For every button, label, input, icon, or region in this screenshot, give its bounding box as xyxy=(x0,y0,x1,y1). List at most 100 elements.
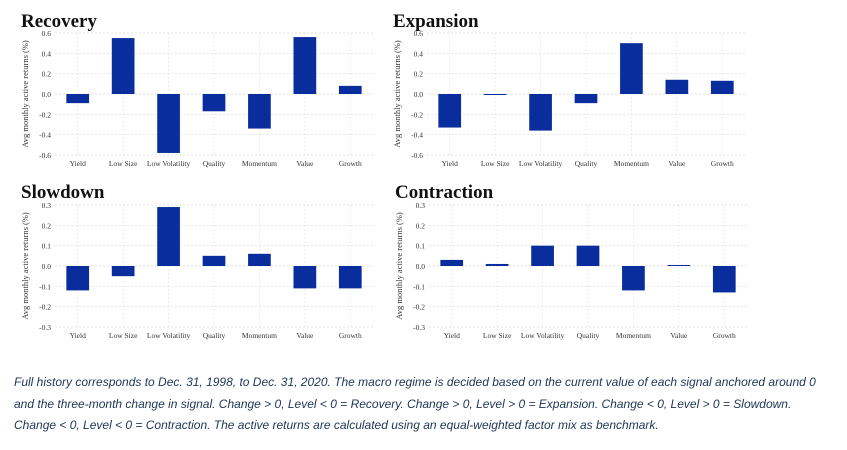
x-tick-label: Low Volatility xyxy=(147,159,191,168)
y-tick-label: 0.0 xyxy=(414,90,424,99)
recovery-title: Recovery xyxy=(21,11,97,32)
contraction-chart: Avg monthly active returns (%) -0.3 -0.2 -0… xyxy=(394,201,747,340)
x-tick-label: Momentum xyxy=(616,331,651,340)
bar-momentum xyxy=(248,94,271,129)
bar-low-volatility xyxy=(157,207,180,266)
y-tick-label: -0.2 xyxy=(39,110,51,119)
x-tick-label: Quality xyxy=(577,331,600,340)
x-tick-label: Low Volatility xyxy=(521,331,565,340)
bar-value xyxy=(665,79,689,94)
y-tick-label: 0.4 xyxy=(414,49,424,58)
y-tick-label: 0.2 xyxy=(42,221,52,230)
y-tick-label: -0.6 xyxy=(411,151,423,160)
x-tick-label: Low Size xyxy=(109,159,138,168)
bar-value xyxy=(667,264,691,266)
x-tick-label: Momentum xyxy=(242,331,277,340)
y-tick-label: 0.6 xyxy=(42,29,52,38)
bar-low-volatility xyxy=(157,94,180,153)
x-tick-label: Value xyxy=(668,159,686,168)
bar-yield xyxy=(438,94,462,128)
x-tick-label: Momentum xyxy=(614,159,649,168)
bar-yield xyxy=(440,259,464,266)
y-tick-label: -0.2 xyxy=(39,303,51,312)
expansion-title: Expansion xyxy=(393,11,479,32)
recovery-panel: Avg monthly active returns (%) -0.6 -0.4 -0… xyxy=(0,0,420,175)
x-tick-label: Low Size xyxy=(483,331,512,340)
y-tick-label: -0.1 xyxy=(39,282,51,291)
y-tick-label: 0.0 xyxy=(416,262,426,271)
x-tick-label: Quality xyxy=(203,159,226,168)
bar-momentum xyxy=(622,266,645,291)
x-tick-label: Growth xyxy=(339,331,362,340)
bar-value xyxy=(293,266,317,289)
y-tick-label: -0.1 xyxy=(413,282,425,291)
y-axis-label: Avg monthly active returns (%) xyxy=(20,212,30,320)
bar-low-size xyxy=(111,266,135,277)
bar-yield xyxy=(66,266,90,291)
y-tick-label: 0.0 xyxy=(42,90,52,99)
expansion-chart: Avg monthly active returns (%) -0.6 -0.4 -0… xyxy=(392,29,745,168)
x-tick-label: Value xyxy=(670,331,688,340)
x-tick-label: Low Volatility xyxy=(147,331,191,340)
y-tick-label: -0.2 xyxy=(413,303,425,312)
y-tick-label: 0.4 xyxy=(42,49,52,58)
bar-quality xyxy=(202,94,226,112)
x-tick-label: Yield xyxy=(70,331,86,340)
y-tick-label: 0.0 xyxy=(42,262,52,271)
contraction-panel: Avg monthly active returns (%) -0.3 -0.2 -0… xyxy=(374,172,794,347)
slowdown-chart: Avg monthly active returns (%) -0.3 -0.2 -0… xyxy=(20,201,373,340)
bar-growth xyxy=(712,266,736,293)
x-tick-label: Quality xyxy=(203,331,226,340)
x-tick-label: Yield xyxy=(442,159,458,168)
y-tick-label: -0.4 xyxy=(411,131,423,140)
y-tick-label: 0.1 xyxy=(42,242,52,251)
y-tick-label: -0.3 xyxy=(413,323,425,332)
x-tick-label: Momentum xyxy=(242,159,277,168)
x-tick-label: Low Size xyxy=(481,159,510,168)
bar-low-size xyxy=(111,38,135,94)
bar-growth xyxy=(338,85,362,94)
x-tick-label: Quality xyxy=(575,159,598,168)
y-axis-label: Avg monthly active returns (%) xyxy=(394,212,404,320)
bar-quality xyxy=(202,255,226,266)
bar-low-size xyxy=(483,94,507,96)
x-tick-label: Growth xyxy=(339,159,362,168)
contraction-title: Contraction xyxy=(395,182,494,203)
y-tick-label: -0.4 xyxy=(39,131,51,140)
y-tick-label: 0.6 xyxy=(414,29,424,38)
y-tick-label: -0.6 xyxy=(39,151,51,160)
expansion-panel: Avg monthly active returns (%) -0.6 -0.4 -0… xyxy=(372,0,792,175)
x-tick-label: Growth xyxy=(711,159,734,168)
figure-caption: Full history corresponds to Dec. 31, 199… xyxy=(14,375,816,432)
y-tick-label: 0.1 xyxy=(416,242,426,251)
bar-value xyxy=(293,37,317,94)
slowdown-panel: Avg monthly active returns (%) -0.3 -0.2 -0… xyxy=(0,172,420,347)
bar-quality xyxy=(574,94,598,104)
x-tick-label: Value xyxy=(296,159,314,168)
x-tick-label: Yield xyxy=(444,331,460,340)
bar-momentum xyxy=(248,253,271,266)
bar-quality xyxy=(576,245,600,266)
bar-momentum xyxy=(620,43,643,94)
y-axis-label: Avg monthly active returns (%) xyxy=(20,40,30,148)
bar-growth xyxy=(338,266,362,289)
x-tick-label: Yield xyxy=(70,159,86,168)
bar-yield xyxy=(66,94,90,104)
y-axis-label: Avg monthly active returns (%) xyxy=(392,40,402,148)
bar-low-size xyxy=(485,263,509,266)
y-tick-label: 0.2 xyxy=(42,70,52,79)
x-tick-label: Low Volatility xyxy=(519,159,563,168)
x-tick-label: Growth xyxy=(713,331,736,340)
y-tick-label: -0.3 xyxy=(39,323,51,332)
y-tick-label: 0.3 xyxy=(416,201,426,210)
bar-low-volatility xyxy=(529,94,552,131)
y-tick-label: 0.3 xyxy=(42,201,52,210)
recovery-chart: Avg monthly active returns (%) -0.6 -0.4 -0… xyxy=(20,29,373,168)
x-tick-label: Value xyxy=(296,331,314,340)
bar-growth xyxy=(710,80,734,94)
slowdown-title: Slowdown xyxy=(21,182,105,203)
bar-low-volatility xyxy=(531,245,554,266)
y-tick-label: 0.2 xyxy=(414,70,424,79)
y-tick-label: -0.2 xyxy=(411,110,423,119)
x-tick-label: Low Size xyxy=(109,331,138,340)
